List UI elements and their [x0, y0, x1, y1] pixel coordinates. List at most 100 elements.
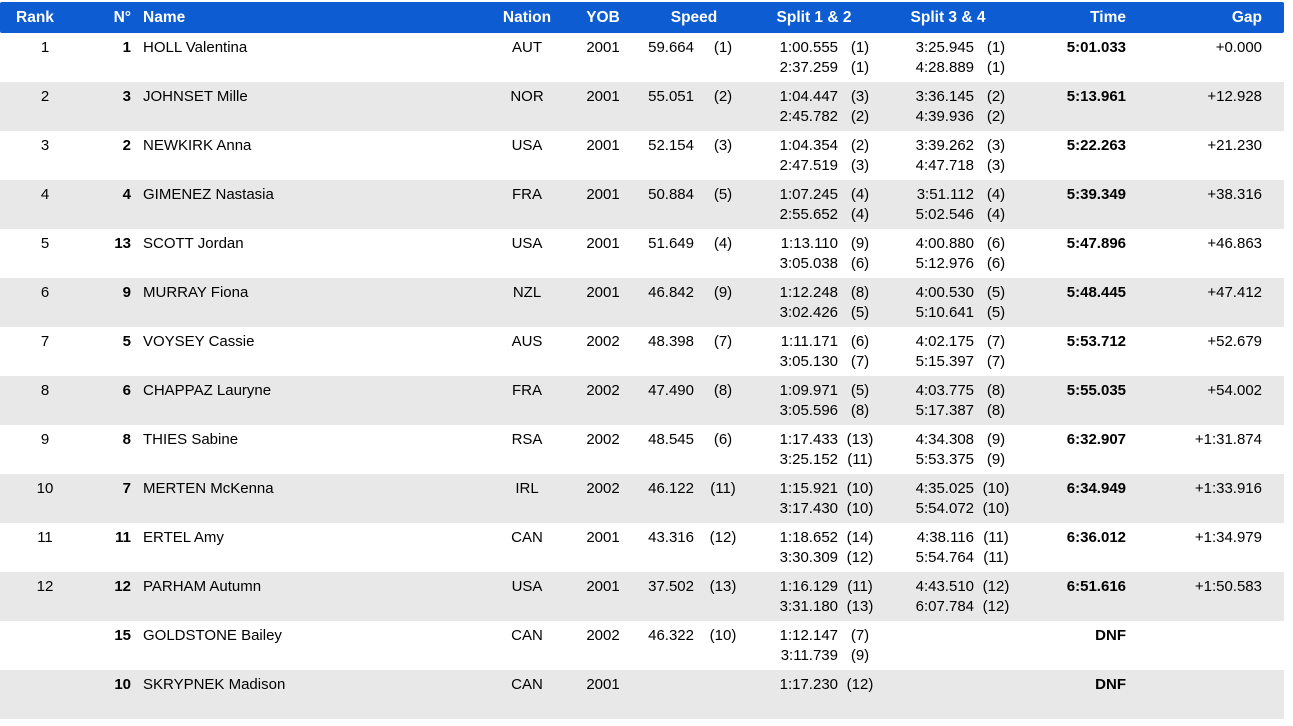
column-header-gap: Gap	[1231, 9, 1262, 26]
cell-nation: AUS	[511, 333, 543, 350]
cell-speed: 37.502	[648, 578, 694, 595]
cell-split-1-2-ranks: (8) (5)	[840, 283, 880, 323]
cell-split-4: 6:07.784	[915, 598, 974, 615]
cell-split-1-2-times: 1:09.971 3:05.596	[748, 381, 840, 421]
cell-split-1-rank: (3)	[850, 88, 870, 105]
cell-split-1-2-times: 1:17.433 3:25.152	[748, 430, 840, 470]
cell-nation: FRA	[512, 186, 542, 203]
cell-yob: 2002	[586, 333, 620, 350]
cell-split-1: 1:17.230	[779, 676, 838, 693]
cell-split-3-4-ranks: (6) (6)	[976, 234, 1016, 274]
cell-split-4: 5:54.072	[915, 500, 974, 517]
cell-split-1: 1:04.354	[779, 137, 838, 154]
cell-yob: 2001	[586, 137, 620, 154]
cell-bib-number: 15	[114, 627, 131, 644]
cell-split-4: 5:15.397	[915, 353, 974, 370]
cell-gap: +52.679	[1207, 333, 1262, 350]
cell-split-3: 3:36.145	[915, 88, 974, 105]
cell-yob: 2002	[586, 382, 620, 399]
cell-rider-name: CHAPPAZ Lauryne	[143, 382, 272, 399]
cell-split-1: 1:09.971	[779, 382, 838, 399]
cell-rider-name: HOLL Valentina	[143, 39, 248, 56]
table-row: 5 13 SCOTT Jordan USA 2001 51.649 (4) 1:…	[0, 229, 1284, 278]
table-row: 2 3 JOHNSET Mille NOR 2001 55.051 (2) 1:…	[0, 82, 1284, 131]
cell-split-1: 1:17.433	[779, 431, 838, 448]
cell-split-1-2-ranks: (5) (8)	[840, 381, 880, 421]
column-header-nation: Nation	[502, 9, 552, 26]
cell-split-3: 3:39.262	[915, 137, 974, 154]
cell-split-2: 3:05.038	[779, 255, 838, 272]
cell-split-3-4-ranks: (4) (4)	[976, 185, 1016, 225]
cell-split-3-rank: (2)	[986, 88, 1006, 105]
cell-rank: 7	[40, 333, 50, 350]
cell-split-1-2-ranks: (9) (6)	[840, 234, 880, 274]
cell-nation: FRA	[512, 382, 542, 399]
cell-bib-number: 4	[122, 186, 131, 203]
cell-split-1: 1:18.652	[779, 529, 838, 546]
cell-split-1-2-ranks: (2) (3)	[840, 136, 880, 176]
cell-nation: RSA	[511, 431, 543, 448]
cell-split-1-2-ranks: (10) (10)	[840, 479, 880, 519]
cell-split-1-2-times: 1:13.110 3:05.038	[748, 234, 840, 274]
cell-split-3-4-times: 3:25.945 4:28.889	[880, 38, 976, 78]
cell-split-2-rank: (2)	[850, 108, 870, 125]
cell-split-3-4-times: 4:43.510 6:07.784	[880, 577, 976, 617]
cell-rank: 6	[40, 284, 50, 301]
results-table-header: Rank N° Name Nation YOB Speed Split 1 & …	[0, 2, 1284, 33]
cell-split-1: 1:04.447	[779, 88, 838, 105]
cell-split-2: 3:31.180	[779, 598, 838, 615]
cell-split-3-rank: (1)	[986, 39, 1006, 56]
cell-split-1: 1:11.171	[780, 333, 838, 350]
cell-split-1-2-times: 1:07.245 2:55.652	[748, 185, 840, 225]
cell-split-4: 5:53.375	[915, 451, 974, 468]
cell-speed: 48.545	[648, 431, 694, 448]
cell-split-1: 1:16.129	[779, 578, 838, 595]
cell-split-3-rank: (5)	[986, 284, 1006, 301]
column-header-rank: Rank	[16, 9, 54, 26]
cell-nation: CAN	[511, 627, 543, 644]
cell-split-2-rank: (12)	[846, 549, 874, 566]
cell-rank: 11	[37, 529, 53, 546]
cell-split-1-2-ranks: (6) (7)	[840, 332, 880, 372]
cell-split-3-4-times: 4:03.775 5:17.387	[880, 381, 976, 421]
table-row: 1 1 HOLL Valentina AUT 2001 59.664 (1) 1…	[0, 33, 1284, 82]
cell-split-4: 5:02.546	[915, 206, 974, 223]
cell-bib-number: 3	[122, 88, 131, 105]
cell-rank: 4	[40, 186, 50, 203]
column-header-yob: YOB	[586, 9, 620, 26]
table-row: 3 2 NEWKIRK Anna USA 2001 52.154 (3) 1:0…	[0, 131, 1284, 180]
cell-split-1-2-times: 1:11.171 3:05.130	[748, 332, 840, 372]
cell-split-1-rank: (5)	[850, 382, 870, 399]
cell-split-4: 5:12.976	[915, 255, 974, 272]
cell-gap: +0.000	[1215, 39, 1262, 56]
cell-split-3: 4:43.510	[915, 578, 974, 595]
cell-nation: NOR	[510, 88, 544, 105]
cell-gap: +21.230	[1207, 137, 1262, 154]
cell-speed-rank: (10)	[709, 627, 737, 644]
cell-split-3-4-times: 4:00.880 5:12.976	[880, 234, 976, 274]
cell-speed: 46.122	[648, 480, 694, 497]
cell-split-3-4-times: 4:34.308 5:53.375	[880, 430, 976, 470]
table-row: 6 9 MURRAY Fiona NZL 2001 46.842 (9) 1:1…	[0, 278, 1284, 327]
cell-nation: USA	[511, 578, 543, 595]
table-row: 12 12 PARHAM Autumn USA 2001 37.502 (13)…	[0, 572, 1284, 621]
cell-gap: +47.412	[1207, 284, 1262, 301]
cell-speed-rank: (3)	[713, 137, 733, 154]
cell-yob: 2002	[586, 480, 620, 497]
cell-split-2: 2:37.259	[779, 59, 838, 76]
cell-split-4-rank: (5)	[986, 304, 1006, 321]
cell-rank: 2	[40, 88, 50, 105]
cell-speed: 59.664	[648, 39, 694, 56]
cell-yob: 2001	[586, 235, 620, 252]
cell-split-1-2-ranks: (12)	[840, 675, 880, 695]
cell-time: 5:39.349	[1066, 186, 1126, 203]
cell-yob: 2001	[586, 186, 620, 203]
cell-speed-rank: (9)	[713, 284, 733, 301]
cell-split-2: 3:30.309	[779, 549, 838, 566]
cell-split-1-rank: (7)	[850, 627, 870, 644]
cell-split-1-2-times: 1:15.921 3:17.430	[748, 479, 840, 519]
cell-gap: +46.863	[1207, 235, 1262, 252]
cell-split-3-rank: (9)	[986, 431, 1006, 448]
cell-split-2-rank: (7)	[850, 353, 870, 370]
